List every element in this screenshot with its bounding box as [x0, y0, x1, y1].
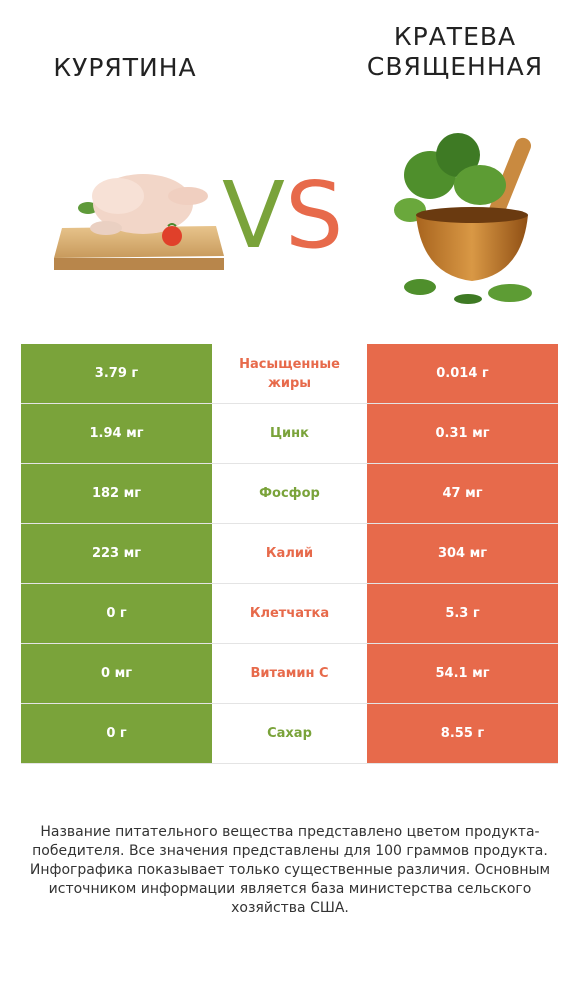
nutrient-name: Клетчатка	[212, 583, 367, 644]
right-value: 5.3 г	[367, 583, 558, 644]
left-value: 1.94 мг	[21, 403, 212, 464]
table-row: 3.79 г Насыщенные жиры 0.014 г	[21, 344, 558, 404]
comparison-table: 3.79 г Насыщенные жиры 0.014 г 1.94 мг Цинк 0…	[21, 344, 558, 764]
nutrient-name: Цинк	[212, 403, 367, 464]
table-row: 182 мг Фосфор 47 мг	[21, 463, 558, 524]
nutrient-name: Сахар	[212, 703, 367, 764]
herb-mortar-image	[394, 133, 532, 304]
vs-v-letter: V	[222, 162, 285, 269]
right-value: 0.31 мг	[367, 403, 558, 464]
left-value: 0 мг	[21, 643, 212, 704]
left-value: 3.79 г	[21, 344, 212, 404]
chicken-image	[54, 174, 224, 270]
vs-label: VS	[222, 170, 343, 262]
table-row: 223 мг Калий 304 мг	[21, 523, 558, 584]
nutrient-name: Насыщенные жиры	[212, 344, 367, 404]
right-product-title: КРАТЕВА СВЯЩЕННАЯ	[366, 22, 544, 81]
table-row: 0 г Сахар 8.55 г	[21, 703, 558, 764]
right-value: 0.014 г	[367, 344, 558, 404]
right-value: 47 мг	[367, 463, 558, 524]
table-row: 0 мг Витамин C 54.1 мг	[21, 643, 558, 704]
right-value: 54.1 мг	[367, 643, 558, 704]
left-value: 182 мг	[21, 463, 212, 524]
left-product-title: КУРЯТИНА	[53, 53, 197, 82]
nutrient-name: Витамин C	[212, 643, 367, 704]
footnote: Название питательного вещества представл…	[29, 824, 551, 916]
right-value: 8.55 г	[367, 703, 558, 764]
table-row: 1.94 мг Цинк 0.31 мг	[21, 403, 558, 464]
left-value: 223 мг	[21, 523, 212, 584]
nutrient-name: Калий	[212, 523, 367, 584]
vs-s-letter: S	[284, 162, 344, 269]
nutrient-name: Фосфор	[212, 463, 367, 524]
left-value: 0 г	[21, 583, 212, 644]
table-row: 0 г Клетчатка 5.3 г	[21, 583, 558, 644]
right-value: 304 мг	[367, 523, 558, 584]
left-value: 0 г	[21, 703, 212, 764]
